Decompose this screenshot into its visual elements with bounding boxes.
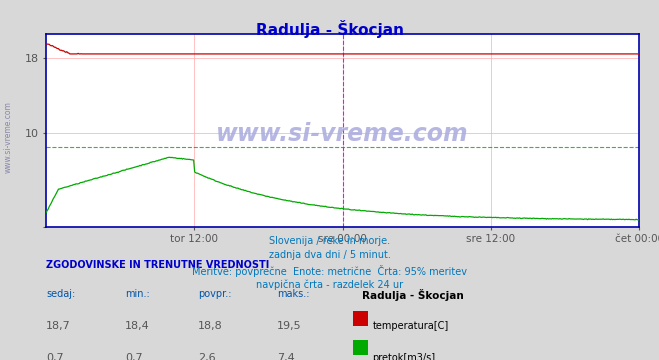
Text: www.si-vreme.com: www.si-vreme.com: [4, 101, 13, 173]
Text: Meritve: povprečne  Enote: metrične  Črta: 95% meritev: Meritve: povprečne Enote: metrične Črta:…: [192, 265, 467, 276]
Text: 2,6: 2,6: [198, 353, 215, 360]
Text: 0,7: 0,7: [125, 353, 143, 360]
Text: ZGODOVINSKE IN TRENUTNE VREDNOSTI: ZGODOVINSKE IN TRENUTNE VREDNOSTI: [46, 260, 270, 270]
Text: Slovenija / reke in morje.: Slovenija / reke in morje.: [269, 236, 390, 246]
Bar: [353, 341, 368, 355]
Text: navpična črta - razdelek 24 ur: navpična črta - razdelek 24 ur: [256, 279, 403, 289]
Text: www.si-vreme.com: www.si-vreme.com: [216, 122, 469, 147]
Text: min.:: min.:: [125, 289, 150, 299]
Text: pretok[m3/s]: pretok[m3/s]: [372, 353, 436, 360]
Text: Radulja - Škocjan: Radulja - Škocjan: [362, 289, 464, 301]
Text: povpr.:: povpr.:: [198, 289, 231, 299]
Text: 18,4: 18,4: [125, 321, 150, 331]
Text: temperatura[C]: temperatura[C]: [372, 321, 449, 331]
Text: zadnja dva dni / 5 minut.: zadnja dva dni / 5 minut.: [269, 250, 390, 260]
Text: Radulja - Škocjan: Radulja - Škocjan: [256, 20, 403, 38]
Text: 18,8: 18,8: [198, 321, 223, 331]
Text: 19,5: 19,5: [277, 321, 301, 331]
Bar: [353, 311, 368, 326]
Text: 18,7: 18,7: [46, 321, 71, 331]
Text: 7,4: 7,4: [277, 353, 295, 360]
Text: 0,7: 0,7: [46, 353, 64, 360]
Text: maks.:: maks.:: [277, 289, 309, 299]
Text: sedaj:: sedaj:: [46, 289, 75, 299]
